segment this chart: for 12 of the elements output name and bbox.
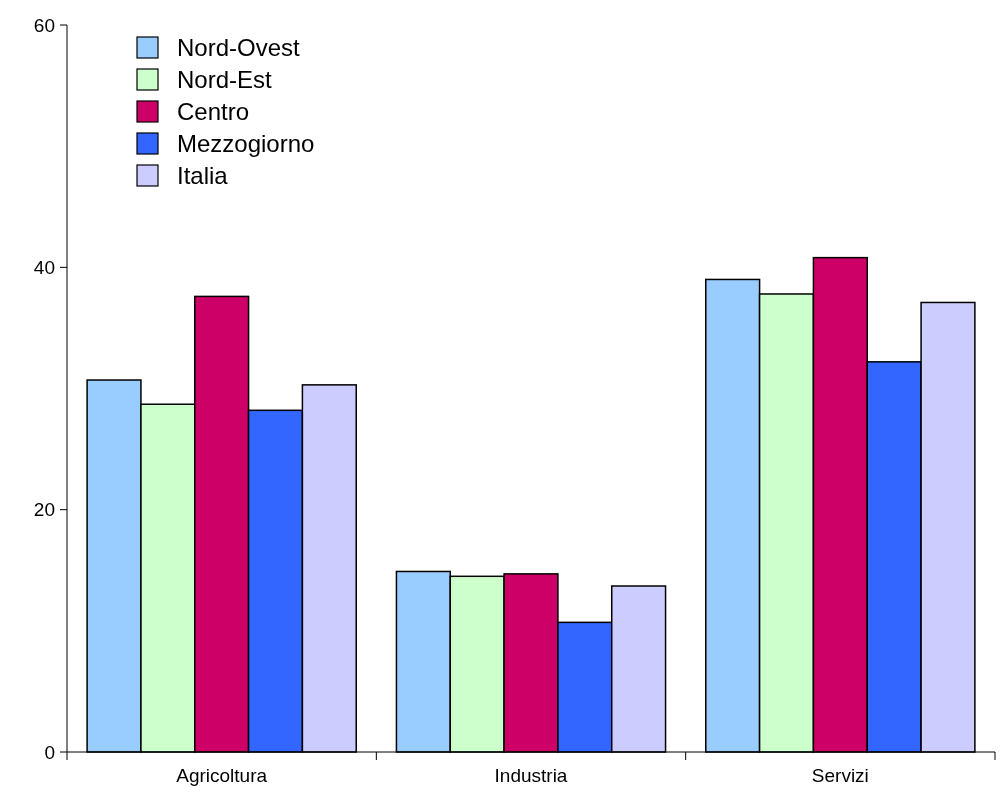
x-tick-label: Agricoltura bbox=[176, 765, 268, 786]
y-tick-label: 0 bbox=[44, 741, 55, 763]
x-tick-label: Servizi bbox=[811, 765, 869, 786]
x-tick-label: Industria bbox=[494, 765, 568, 786]
legend-label: Nord-Est bbox=[177, 66, 273, 94]
legend-label: Italia bbox=[177, 162, 229, 190]
y-tick-label: 40 bbox=[33, 256, 55, 278]
legend-label: Nord-Ovest bbox=[177, 34, 301, 62]
y-tick-label: 20 bbox=[33, 499, 55, 521]
legend-label: Centro bbox=[177, 98, 250, 126]
y-tick-label: 60 bbox=[33, 14, 55, 36]
legend-label: Mezzogiorno bbox=[177, 130, 315, 158]
